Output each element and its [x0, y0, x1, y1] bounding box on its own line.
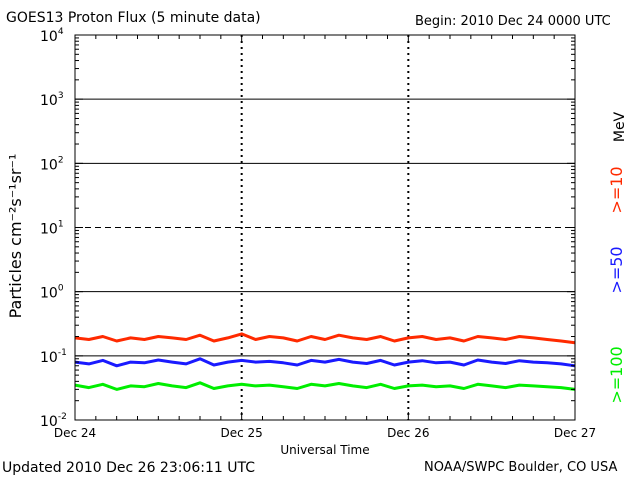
- x-axis-label: Universal Time: [280, 443, 369, 457]
- series-line: [74, 357, 576, 368]
- credit-text: NOAA/SWPC Boulder, CO USA: [424, 460, 618, 475]
- y-tick-label: 102: [40, 155, 64, 173]
- y-tick-label: 10-1: [40, 348, 67, 366]
- unit-label: MeV: [612, 111, 628, 142]
- y-tick-label: 100: [40, 284, 64, 302]
- y-tick-label: 104: [40, 27, 64, 45]
- chart-title: GOES13 Proton Flux (5 minute data): [6, 10, 261, 26]
- x-tick-label: Dec 25: [221, 426, 263, 440]
- begin-time: Begin: 2010 Dec 24 0000 UTC: [415, 14, 611, 29]
- updated-timestamp: Updated 2010 Dec 26 23:06:11 UTC: [2, 460, 256, 476]
- series-line: [74, 332, 576, 345]
- y-tick-label: 10-2: [40, 412, 67, 430]
- series-line: [74, 381, 576, 391]
- x-tick-label: Dec 24: [54, 426, 96, 440]
- legend-entry: >=100: [607, 346, 626, 403]
- legend-entry: >=50: [607, 246, 626, 293]
- x-tick-label: Dec 26: [387, 426, 429, 440]
- y-tick-label: 101: [40, 220, 64, 238]
- y-axis-label: Particles cm⁻²s⁻¹sr⁻¹: [6, 154, 25, 319]
- x-tick-label: Dec 27: [554, 426, 596, 440]
- y-tick-label: 103: [40, 91, 64, 109]
- legend-entry: >=10: [607, 166, 626, 213]
